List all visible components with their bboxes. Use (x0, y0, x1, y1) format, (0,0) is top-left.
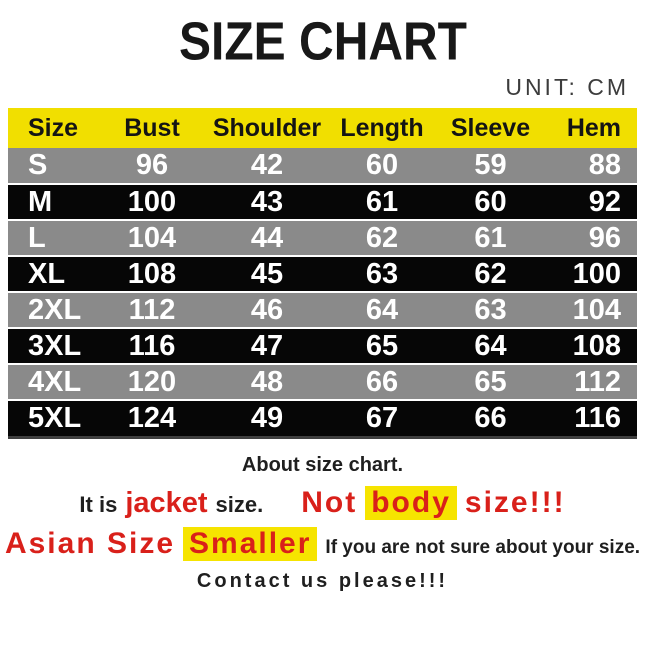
cell-shoulder: 48 (250, 365, 284, 398)
cell-hem: 104 (572, 293, 621, 326)
column-header-length: Length (340, 113, 424, 142)
cell-sleeve: 59 (474, 149, 507, 181)
note-jacket-prefix: It is (79, 492, 118, 517)
cell-size: L (28, 221, 46, 254)
cell-length: 61 (365, 185, 399, 218)
cell-sleeve: 60 (474, 185, 507, 218)
cell-sleeve: 64 (474, 329, 507, 362)
cell-hem: 100 (572, 257, 621, 290)
cell-bust: 116 (128, 329, 176, 362)
cell-size: 3XL (28, 329, 82, 362)
cell-hem: 108 (572, 329, 621, 362)
table-row: S 96 42 60 59 88 (8, 148, 637, 184)
cell-bust: 120 (127, 365, 177, 398)
cell-shoulder: 45 (250, 257, 284, 290)
note-smaller-highlighted: Smaller (183, 527, 318, 561)
note-asian-size: Asian Size (4, 527, 176, 560)
table-row: 3XL 116 47 65 64 108 (8, 328, 637, 364)
cell-hem: 92 (588, 185, 621, 218)
cell-length: 63 (365, 257, 399, 290)
cell-bust: 96 (135, 149, 169, 181)
cell-shoulder: 43 (250, 185, 284, 218)
table-bottom-border (8, 436, 637, 439)
unit-label: UNIT: CM (505, 74, 629, 100)
note-not-word: Not (301, 486, 358, 519)
note-asian-rest: If you are not sure about your size. (325, 537, 641, 558)
note-about: About size chart. (241, 454, 404, 476)
cell-length: 62 (365, 221, 399, 254)
table-row: 2XL 112 46 64 63 104 (8, 292, 637, 328)
cell-size: 5XL (28, 402, 82, 434)
column-header-hem: Hem (566, 113, 621, 142)
column-header-shoulder: Shoulder (212, 113, 322, 142)
page-title: SIZE CHART (178, 10, 467, 72)
note-asian-line: Asian Size Smaller If you are not sure a… (0, 527, 645, 561)
note-size-word: size!!! (464, 486, 566, 519)
column-header-size: Size (28, 113, 79, 142)
cell-size: S (28, 149, 48, 181)
table-header-row: Size Bust Shoulder Length Sleeve Hem (8, 108, 637, 148)
cell-sleeve: 65 (474, 365, 507, 398)
cell-length: 66 (365, 365, 399, 398)
cell-shoulder: 42 (250, 149, 284, 181)
cell-bust: 112 (128, 293, 176, 326)
cell-length: 64 (365, 293, 399, 326)
cell-size: M (28, 185, 53, 218)
cell-bust: 108 (127, 257, 177, 290)
cell-shoulder: 49 (250, 402, 284, 434)
cell-shoulder: 47 (250, 329, 284, 362)
column-header-bust: Bust (124, 113, 180, 142)
cell-size: 2XL (28, 293, 82, 326)
note-jacket-line: It is jacket size. Not body size!!! (0, 486, 645, 520)
table-row: 4XL 120 48 66 65 112 (8, 364, 637, 400)
table-row: XL 108 45 63 62 100 (8, 256, 637, 292)
cell-hem: 112 (574, 365, 621, 398)
cell-bust: 100 (127, 185, 177, 218)
cell-sleeve: 66 (474, 402, 507, 434)
cell-sleeve: 63 (474, 293, 507, 326)
note-jacket-word: jacket (125, 487, 208, 519)
cell-shoulder: 44 (250, 221, 284, 254)
note-jacket-mid: size. (215, 492, 264, 517)
cell-hem: 96 (588, 221, 621, 254)
table-row: L 104 44 62 61 96 (8, 220, 637, 256)
note-body-word-highlighted: body (365, 486, 457, 520)
cell-size: XL (28, 257, 66, 290)
table-body: S 96 42 60 59 88 M 100 43 61 60 92 L 104… (8, 148, 637, 436)
cell-length: 67 (365, 402, 399, 434)
header: SIZE CHART (0, 0, 645, 71)
cell-sleeve: 61 (474, 221, 507, 254)
note-contact: Contact us please!!! (196, 570, 449, 592)
table-row: 5XL 124 49 67 66 116 (8, 400, 637, 436)
cell-size: 4XL (28, 365, 82, 398)
cell-length: 60 (365, 149, 399, 181)
cell-bust: 104 (127, 221, 177, 254)
table-row: M 100 43 61 60 92 (8, 184, 637, 220)
cell-shoulder: 46 (250, 293, 284, 326)
column-header-sleeve: Sleeve (450, 113, 531, 142)
cell-hem: 116 (574, 402, 621, 434)
cell-hem: 88 (588, 149, 621, 181)
cell-sleeve: 62 (474, 257, 507, 290)
cell-bust: 124 (127, 402, 177, 434)
cell-length: 65 (365, 329, 399, 362)
size-chart-table: Size Bust Shoulder Length Sleeve Hem S 9… (8, 108, 637, 436)
